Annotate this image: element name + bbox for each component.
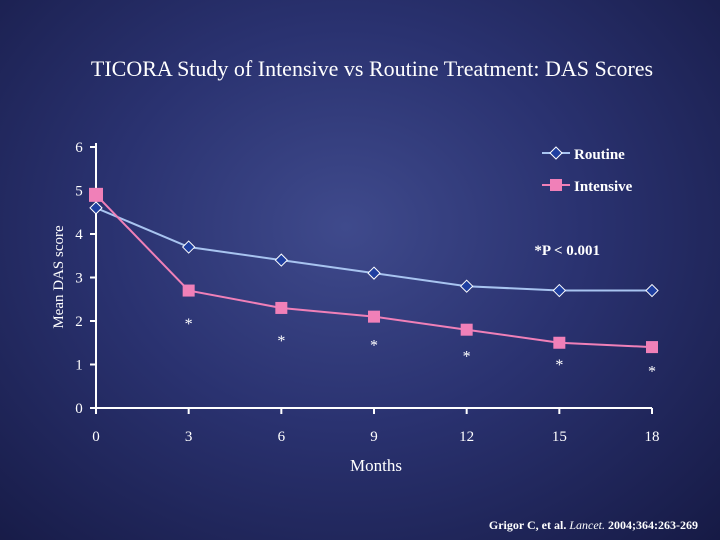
legend-label-intensive: Intensive bbox=[574, 179, 633, 195]
intensive-point bbox=[89, 187, 103, 202]
significance-asterisk: * bbox=[648, 364, 656, 381]
slide-title: TICORA Study of Intensive vs Routine Tre… bbox=[90, 56, 654, 81]
citation-reference: 2004;364:263-269 bbox=[608, 518, 698, 532]
intensive-point bbox=[460, 323, 473, 336]
routine-point bbox=[274, 253, 289, 267]
x-tick-label: 9 bbox=[370, 429, 378, 445]
x-tick-label: 3 bbox=[185, 429, 193, 445]
x-tick-label: 6 bbox=[278, 429, 286, 445]
y-tick-label: 4 bbox=[75, 227, 83, 243]
intensive-point bbox=[553, 336, 566, 349]
x-axis-title: Months bbox=[350, 456, 402, 475]
x-tick-label: 18 bbox=[645, 429, 660, 445]
routine-point bbox=[181, 240, 196, 254]
significance-asterisk: * bbox=[370, 338, 378, 355]
citation-journal: Lancet. bbox=[569, 518, 605, 532]
significance-asterisk: * bbox=[185, 316, 193, 333]
y-tick-label: 5 bbox=[75, 184, 83, 200]
citation: Grigor C, et al. Lancet. 2004;364:263-26… bbox=[489, 518, 698, 533]
significance-asterisk: * bbox=[555, 357, 563, 374]
y-tick-label: 1 bbox=[75, 358, 83, 374]
routine-point bbox=[459, 279, 474, 293]
routine-point bbox=[367, 266, 381, 280]
y-tick-label: 6 bbox=[75, 140, 83, 156]
y-tick-label: 3 bbox=[75, 271, 83, 287]
x-tick-label: 15 bbox=[552, 429, 567, 445]
y-axis-title: Mean DAS score bbox=[51, 225, 67, 329]
routine-point bbox=[645, 283, 659, 298]
citation-authors: Grigor C, et al. bbox=[488, 518, 567, 532]
routine-point bbox=[552, 283, 567, 298]
legend-marker-intensive bbox=[550, 179, 562, 191]
y-tick-label: 0 bbox=[75, 401, 83, 417]
significance-note: *P < 0.001 bbox=[534, 243, 600, 259]
significance-asterisk: * bbox=[277, 333, 285, 350]
legend-marker-routine bbox=[549, 146, 563, 160]
x-tick-label: 0 bbox=[92, 429, 100, 445]
y-tick-label: 2 bbox=[75, 314, 83, 330]
significance-asterisk: * bbox=[463, 348, 471, 365]
intensive-point bbox=[275, 301, 288, 314]
legend-label-routine: Routine bbox=[574, 147, 625, 163]
routine-point bbox=[89, 201, 103, 215]
x-tick-label: 12 bbox=[459, 429, 474, 445]
intensive-point bbox=[182, 284, 195, 297]
intensive-point bbox=[646, 341, 658, 354]
intensive-point bbox=[368, 310, 380, 323]
